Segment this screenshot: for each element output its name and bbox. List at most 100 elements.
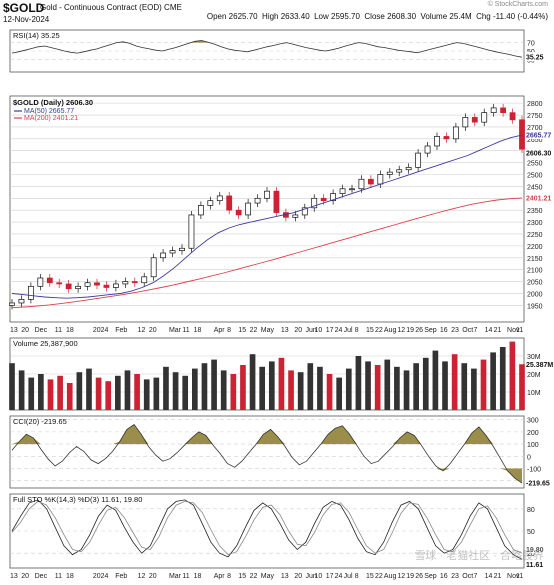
sto-x-tick-label: 18 — [66, 573, 74, 580]
ma50-legend-label: MA(50) 2665.77 — [24, 108, 74, 115]
price-candle — [367, 178, 374, 185]
volume-bar — [326, 374, 333, 410]
price-candle — [197, 205, 204, 216]
ma200-last-value: 2401.21 — [526, 196, 551, 203]
source-credit: © StockCharts.com — [487, 1, 548, 8]
cci-tick-label: -100 — [527, 466, 541, 473]
price-candle — [9, 302, 15, 306]
volume-bar — [28, 377, 35, 410]
price-x-tick-label: 19 — [406, 327, 414, 334]
sto-x-tick-label: Nov — [507, 573, 520, 580]
price-candle — [245, 202, 252, 216]
sto-tick-label: 80 — [527, 507, 535, 514]
price-tick-label: 2000 — [527, 291, 543, 298]
volume-bar — [317, 366, 323, 410]
rsi-title: RSI(14) 35.25 — [13, 31, 60, 40]
sto-x-tick-label: 13 — [281, 573, 289, 580]
sto-x-tick-label: Jun — [306, 573, 317, 580]
price-candle — [490, 107, 497, 114]
close-value: 2608.30 — [387, 12, 417, 21]
sto-x-tick-label: 20 — [149, 573, 157, 580]
volume-bar — [124, 370, 131, 410]
price-candle — [273, 190, 280, 213]
price-tick-label: 2100 — [527, 268, 543, 275]
price-candle — [160, 252, 167, 259]
sto-x-tick-label: 8 — [355, 573, 359, 580]
sto-x-tick-label: Aug — [384, 573, 397, 580]
price-x-tick-label: 17 — [326, 327, 334, 334]
chg-value: -11.40 (-0.44%) — [493, 12, 548, 21]
price-x-tick-label: 11 — [516, 327, 523, 334]
price-x-tick-label: 8 — [355, 327, 359, 334]
ma50-last-value: 2665.77 — [526, 133, 551, 140]
price-x-tick-label: 23 — [451, 327, 459, 334]
sto-x-tick-label: 20 — [21, 573, 29, 580]
sto-k-last-value-bg — [525, 559, 554, 569]
sto-x-tick-label: 8 — [227, 573, 231, 580]
price-candle — [18, 299, 25, 304]
price-x-tick-label: Jul — [344, 327, 353, 334]
cci-title: CCI(20) -219.65 — [13, 417, 67, 426]
price-x-tick-label: Feb — [115, 327, 127, 334]
price-tick-label: 2300 — [527, 220, 543, 227]
price-tick-label: 2150 — [527, 256, 543, 263]
chg-label: Chg — [476, 12, 491, 21]
price-candle — [150, 257, 157, 278]
price-x-tick-label: 16 — [440, 327, 448, 334]
price-x-tick-label: Dec — [35, 327, 48, 334]
volume-bar — [394, 366, 400, 410]
price-candle — [415, 152, 422, 168]
volume-last-value: 25.387M — [526, 362, 553, 369]
open-value: 2625.70 — [228, 12, 258, 21]
sto-x-tick-label: 15 — [366, 573, 374, 580]
volume-bar — [230, 374, 237, 410]
price-candle — [320, 197, 327, 202]
cci-last-value-bg — [525, 478, 554, 488]
volume-bar — [9, 363, 15, 410]
volume-bar — [153, 377, 160, 410]
volume-tick-label: 10M — [527, 390, 541, 397]
sto-x-tick-label: 26 — [415, 573, 423, 580]
price-tick-label: 2550 — [527, 161, 543, 168]
volume-bar — [374, 365, 381, 410]
price-x-tick-label: Apr — [214, 327, 226, 334]
ma200-line — [11, 197, 523, 309]
chart-date: 12-Nov-2024 — [3, 15, 50, 24]
price-x-tick-label: May — [261, 327, 275, 334]
volume-bar — [422, 357, 429, 410]
price-candle — [443, 136, 450, 140]
price-tick-label: 2350 — [527, 208, 543, 215]
price-candle — [84, 282, 91, 287]
price-candle — [471, 117, 478, 123]
cci-tick-label: 200 — [527, 430, 539, 437]
price-x-tick-label: Jun — [306, 327, 317, 334]
ma50-line — [11, 134, 523, 299]
price-candle — [27, 285, 34, 300]
sto-x-tick-label: 7 — [473, 573, 477, 580]
price-candle — [292, 214, 299, 218]
volume-bar — [461, 363, 468, 410]
price-x-tick-label: 15 — [238, 327, 246, 334]
rsi-last-value-bg — [525, 52, 554, 62]
sto-k-last-value: 11.61 — [526, 562, 543, 569]
cci-line — [11, 423, 523, 484]
price-candle — [226, 195, 233, 211]
volume-bar — [471, 368, 477, 410]
price-x-tick-label: 20 — [21, 327, 29, 334]
price-candle — [330, 193, 337, 202]
cci-tick-label: 0 — [527, 454, 531, 461]
volume-bar — [240, 365, 246, 410]
price-last-value-bg — [525, 148, 554, 158]
price-candle — [434, 136, 440, 147]
price-x-tick-label: 18 — [194, 327, 202, 334]
cci-tick-label: 300 — [527, 418, 539, 425]
volume-bar — [413, 363, 419, 410]
volume-last-value-bg — [525, 359, 554, 369]
price-candle — [169, 250, 176, 254]
sto-x-tick-label: 16 — [440, 573, 448, 580]
volume-bar — [384, 359, 391, 410]
sto-d-line — [11, 500, 523, 556]
price-candle — [254, 197, 261, 204]
price-x-tick-label: 22 — [375, 327, 383, 334]
